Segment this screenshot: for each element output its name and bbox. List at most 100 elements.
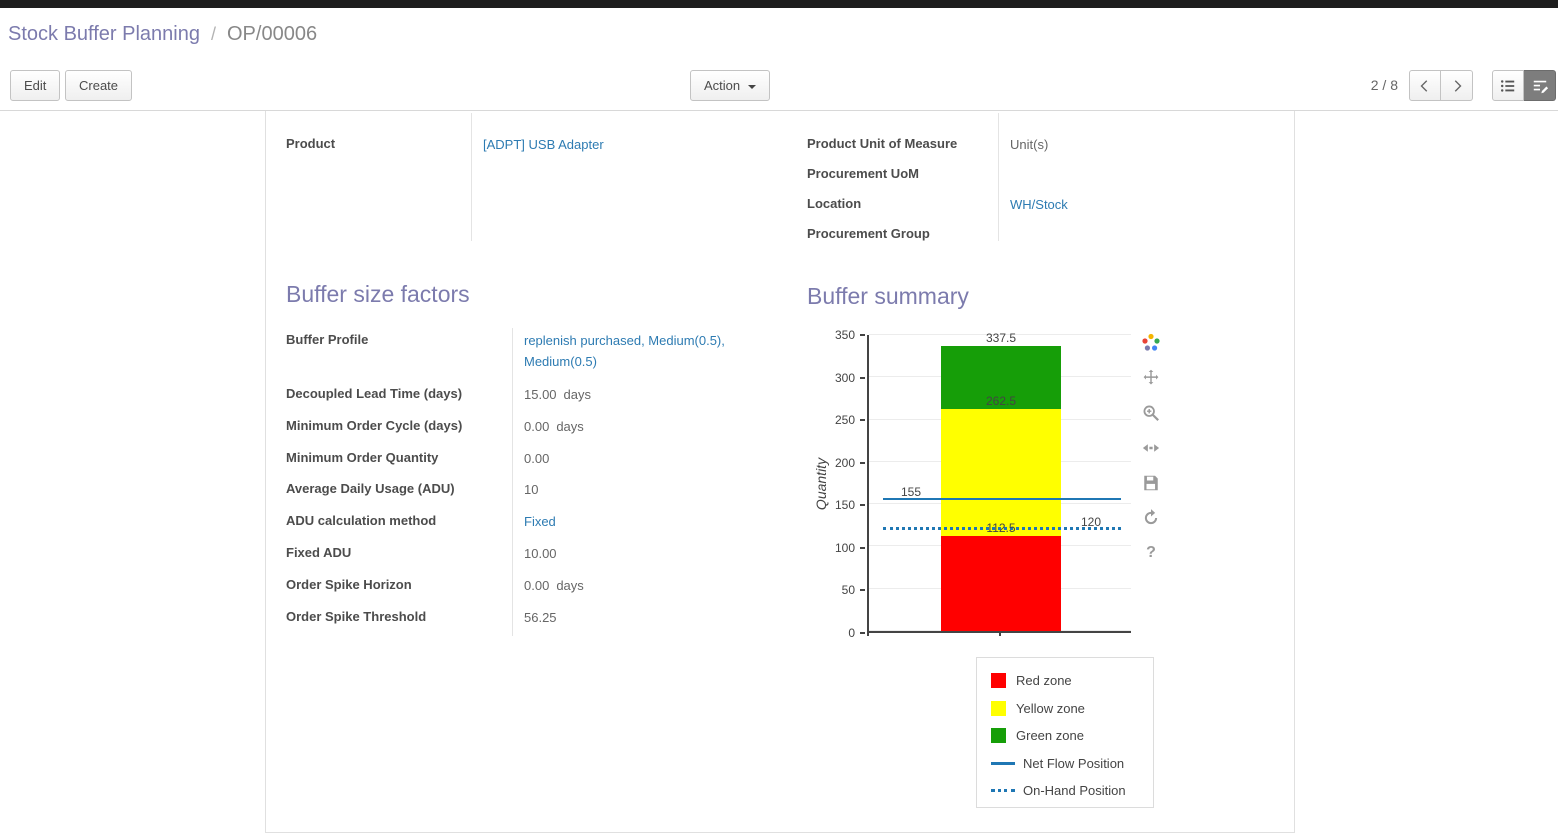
y-tick-label: 100 [834,540,855,555]
pager-value[interactable]: 2 / 8 [1370,77,1398,93]
y-tick-label: 200 [834,455,855,470]
field-value: WH/Stock [998,192,1293,215]
field-value: 10 [524,482,539,498]
breadcrumb: Stock Buffer Planning / OP/00006 [0,8,1558,60]
pan-icon[interactable] [1141,368,1161,388]
field-label: Location [807,196,862,211]
list-view-icon [1500,79,1515,92]
legend-label: Green zone [1016,728,1084,744]
field-row-adu: Average Daily Usage (ADU) 10 [286,477,786,509]
x-tick [999,631,1001,636]
field-label: ADU calculation method [286,513,437,529]
chart-annotation-155: 155 [900,484,922,499]
legend-label: On-Hand Position [1023,783,1126,799]
field-value [998,222,1293,224]
pager-buttons [1409,70,1473,101]
column-separator [471,113,472,241]
edit-button[interactable]: Edit [10,70,61,101]
y-tick [860,589,865,592]
zoom-icon[interactable] [1141,403,1161,423]
list-view-button[interactable] [1492,70,1524,101]
field-label: Minimum Order Quantity [286,449,439,465]
field-value: 0.00 days [512,414,786,437]
legend-swatch [991,673,1006,689]
field-label: Fixed ADU [286,544,352,560]
adu-method-link[interactable]: Fixed [524,514,556,530]
breadcrumb-parent-link[interactable]: Stock Buffer Planning [8,22,200,45]
field-label: Buffer Profile [286,332,369,347]
autoscale-icon[interactable] [1141,438,1161,458]
view-switcher [1492,70,1556,101]
field-label: Order Spike Horizon [286,576,412,592]
legend-label: Red zone [1016,673,1072,689]
field-label: Decoupled Lead Time (days) [286,386,463,401]
plot-area: 337.5 262.5 112.5 155 120 [867,331,1131,636]
breadcrumb-current: OP/00006 [227,22,318,45]
red-zone [941,535,1061,631]
yellow-zone [941,409,1061,536]
field-suffix: days [556,577,584,593]
location-link[interactable]: WH/Stock [1010,197,1068,212]
procurement-field-group: Product Unit of Measure Unit(s) Procurem… [807,113,1293,241]
y-tick [860,334,865,336]
product-link[interactable]: [ADPT] USB Adapter [483,137,604,152]
breadcrumb-separator: / [210,23,216,44]
form-view-button[interactable] [1524,70,1556,101]
buffer-profile-link[interactable]: replenish purchased, Medium(0.5), Medium… [524,333,725,369]
field-row-order-spike-horizon: Order Spike Horizon 0.00 days [286,573,786,605]
legend-item-on-hand-position[interactable]: On-Hand Position [991,777,1153,805]
save-icon[interactable] [1141,473,1161,493]
form-sheet: Product [ADPT] USB Adapter Product Unit … [265,111,1295,833]
gridline [869,334,1131,335]
field-number: 0.00 [524,418,550,434]
green-zone [941,345,1061,409]
field-row-buffer-profile: Buffer Profile replenish purchased, Medi… [286,328,786,382]
reset-axes-icon[interactable] [1141,508,1161,528]
pager-next-button[interactable] [1441,70,1473,101]
y-tick-label: 300 [834,370,855,385]
pager-previous-button[interactable] [1409,70,1441,101]
help-icon[interactable]: ? [1146,544,1156,561]
field-value: 10.00 [524,545,557,561]
field-row-order-spike-threshold: Order Spike Threshold 56.25 [286,605,786,637]
field-row-procurement-uom: Procurement UoM [807,162,1293,192]
field-value [998,162,1293,164]
plotly-logo-icon[interactable] [1141,333,1161,353]
field-value: 15.00 days [512,382,786,405]
legend-item-red-zone[interactable]: Red zone [991,667,1153,695]
control-panel: Edit Create Action 2 / 8 [0,60,1558,111]
y-tick-label: 250 [834,413,855,428]
legend-item-net-flow-position[interactable]: Net Flow Position [991,750,1153,778]
field-row-product: Product [ADPT] USB Adapter [286,132,786,162]
field-label: Product [286,136,336,151]
y-tick-label: 350 [834,328,855,342]
field-value: 56.25 [524,609,557,625]
column-separator [512,328,513,637]
legend-item-green-zone[interactable]: Green zone [991,722,1153,750]
form-view-icon [1533,80,1548,93]
field-row-min-order-cycle: Minimum Order Cycle (days) 0.00 days [286,414,786,446]
y-tick-label: 150 [834,498,855,513]
action-label: Action [704,78,741,93]
chart-legend: Red zone Yellow zone Green zone Net Flow Po… [976,657,1154,808]
field-row-decoupled-lead-time: Decoupled Lead Time (days) 15.00 days [286,382,786,414]
field-label: Order Spike Threshold [286,608,427,624]
action-dropdown-button[interactable]: Action [690,70,771,101]
legend-item-yellow-zone[interactable]: Yellow zone [991,695,1153,723]
field-label: Procurement Group [807,226,930,241]
buffer-summary-chart: Quantity 0 50 100 150 200 250 300 350 337.5 262.… [811,328,1171,830]
y-tick [860,632,865,634]
field-suffix: days [563,387,592,402]
field-value: Unit(s) [1010,137,1049,152]
chart-modebar: ? [1138,333,1164,563]
legend-swatch [991,761,1015,765]
create-button[interactable]: Create [65,70,133,101]
buffer-bar [941,335,1061,631]
buffer-size-factors-title: Buffer size factors [286,281,470,307]
y-tick [860,376,865,379]
buffer-summary-title: Buffer summary [807,283,969,309]
field-number: 0.00 [524,577,550,593]
y-tick-label: 50 [841,583,855,598]
legend-swatch [991,728,1006,744]
chart-annotation-120: 120 [1080,514,1102,529]
